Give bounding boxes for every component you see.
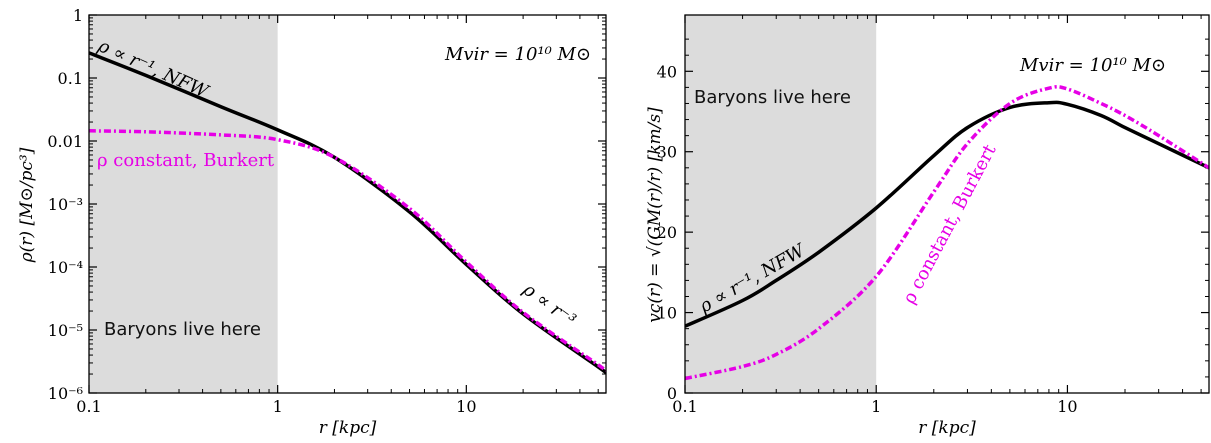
y-tick-label: 0	[667, 384, 677, 403]
y-tick-label: 10	[657, 304, 677, 323]
y-tick-label: 10⁻³	[48, 195, 83, 214]
y-tick-label: 0.01	[47, 132, 83, 151]
y-tick-label: 10⁻⁶	[48, 384, 83, 403]
y-tick-label: 20	[657, 223, 677, 242]
panel-0: 0.1 1 10 10⁻⁶ 10⁻⁵ 10⁻⁴ 10⁻³ 0.01 0.1 1 r [kpc] ρ(r…	[17, 6, 607, 438]
x-tick-label: 0.1	[76, 397, 101, 416]
baryon-region-label: Baryons live here	[104, 319, 261, 340]
baryon-shaded-region	[89, 15, 278, 393]
y-tick-label: 1	[73, 6, 83, 25]
plot-frame	[88, 14, 607, 394]
series-line-burkert	[89, 129, 606, 374]
baryon-shaded-region	[685, 15, 877, 393]
y-axis-label: ρ(r) [M⊙/pc³]	[17, 147, 37, 263]
x-tick-label: 10	[456, 397, 476, 416]
x-axis-label: r [kpc]	[918, 418, 976, 438]
burkert-annotation: ρ constant, Burkert	[97, 150, 275, 171]
x-axis-label: r [kpc]	[319, 418, 377, 438]
panel-1: 0.1 1 10 0 10 20 30 40 r [kpc] vc(r) = √(GM(r)/r)…	[645, 14, 1210, 438]
baryon-region-label: Baryons live here	[694, 87, 851, 108]
x-tick-label: 1	[273, 397, 283, 416]
series-line-nfw	[685, 100, 1209, 328]
x-tick-label: 0.1	[672, 397, 697, 416]
y-tick-label: 10⁻⁴	[48, 258, 83, 277]
tail-slope-annotation: ρ ∝ r⁻³	[518, 278, 579, 331]
plot-frame	[684, 14, 1210, 394]
y-tick-label: 40	[657, 62, 677, 81]
y-tick-label: 10⁻⁵	[48, 321, 83, 340]
y-tick-label: 0.1	[58, 69, 83, 88]
y-tick-label: 30	[657, 143, 677, 162]
x-tick-label: 10	[1057, 397, 1077, 416]
virial-mass-annotation: Mvir = 10¹⁰ M⊙	[1019, 55, 1166, 76]
series-line-burkert	[685, 84, 1209, 381]
virial-mass-annotation: Mvir = 10¹⁰ M⊙	[444, 44, 591, 65]
x-tick-label: 1	[871, 397, 881, 416]
y-axis-label: vc(r) = √(GM(r)/r) [km/s]	[645, 107, 665, 323]
